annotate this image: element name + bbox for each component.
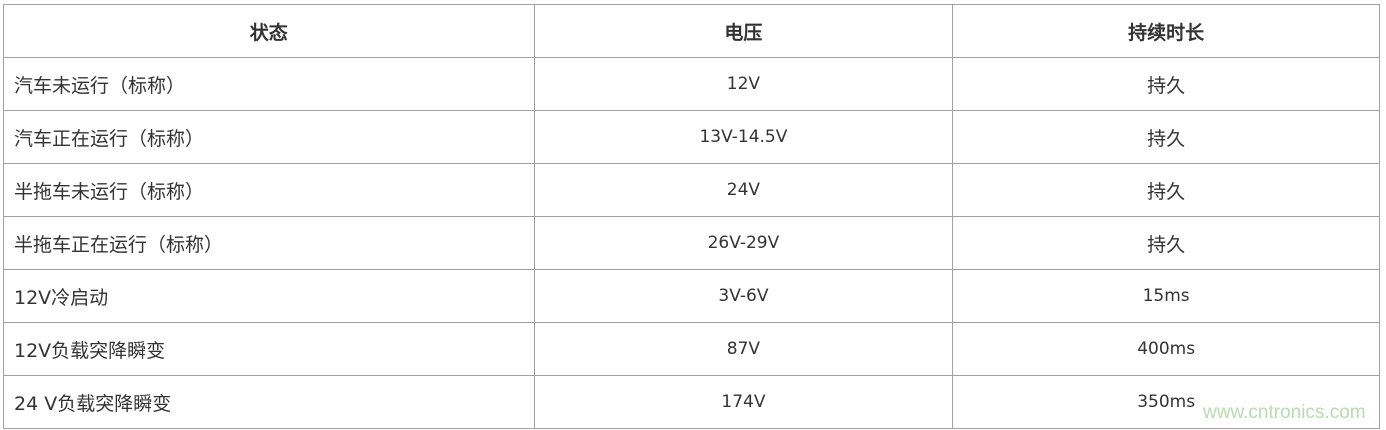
voltage-cell: 24V [533,163,954,217]
voltage-cell: 13V-14.5V [533,110,954,164]
duration-cell: 持久 [952,163,1380,217]
state-cell: 12V冷启动 [3,269,535,323]
watermark: www.cntronics.com [1203,402,1366,424]
duration-cell: 持久 [952,110,1380,164]
header-duration: 持续时长 [952,4,1380,58]
header-voltage: 电压 [533,4,954,58]
state-cell: 半拖车正在运行（标称） [3,216,535,270]
table-row: 半拖车未运行（标称） 24V 持久 [3,163,1380,217]
duration-cell: 400ms [952,322,1380,376]
table-row: 汽车正在运行（标称） 13V-14.5V 持久 [3,110,1380,164]
state-cell: 汽车正在运行（标称） [3,110,535,164]
table-row: 半拖车正在运行（标称） 26V-29V 持久 [3,216,1380,270]
duration-cell: 持久 [952,216,1380,270]
state-cell: 半拖车未运行（标称） [3,163,535,217]
voltage-cell: 12V [533,57,954,111]
header-state: 状态 [3,4,535,58]
state-cell: 汽车未运行（标称） [3,57,535,111]
voltage-table: 状态 电压 持续时长 汽车未运行（标称） 12V 持久 汽车正在运行（标称） 13V-1… [3,4,1380,429]
table-row: 汽车未运行（标称） 12V 持久 [3,57,1380,111]
state-cell: 12V负载突降瞬变 [3,322,535,376]
voltage-cell: 26V-29V [533,216,954,270]
table-header-row: 状态 电压 持续时长 [3,4,1380,58]
voltage-cell: 174V [533,375,954,429]
state-cell: 24 V负载突降瞬变 [3,375,535,429]
table-row: 12V冷启动 3V-6V 15ms [3,269,1380,323]
table-row: 24 V负载突降瞬变 174V 350ms [3,375,1380,429]
duration-cell: 持久 [952,57,1380,111]
duration-cell: 15ms [952,269,1380,323]
table-row: 12V负载突降瞬变 87V 400ms [3,322,1380,376]
voltage-cell: 3V-6V [533,269,954,323]
voltage-cell: 87V [533,322,954,376]
